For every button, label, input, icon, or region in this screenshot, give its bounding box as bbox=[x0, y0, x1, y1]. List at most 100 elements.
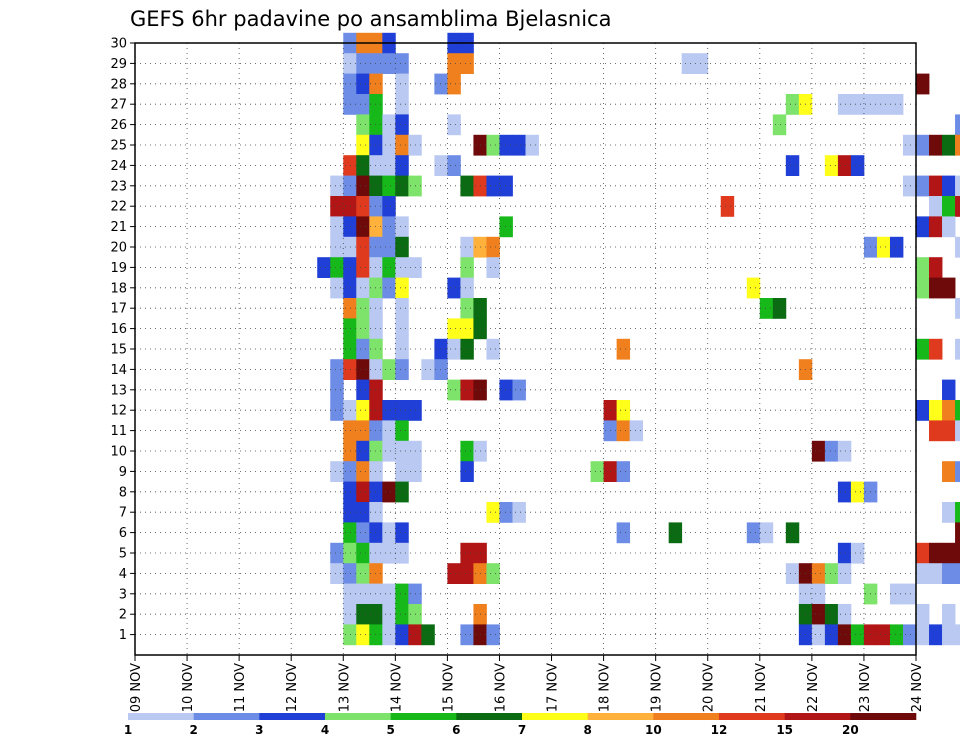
colorbar-swatch bbox=[390, 713, 457, 720]
heatmap-cell bbox=[369, 53, 383, 74]
heatmap-cell bbox=[447, 379, 461, 401]
heatmap-cell bbox=[343, 236, 357, 258]
heatmap-cell bbox=[343, 359, 357, 380]
heatmap-cell bbox=[343, 175, 357, 197]
heatmap-cell bbox=[395, 94, 409, 115]
heatmap-cell bbox=[590, 461, 604, 482]
heatmap-cell bbox=[955, 175, 960, 197]
heatmap-cell bbox=[330, 196, 344, 217]
colorbar-swatch bbox=[522, 713, 588, 720]
heatmap-cell bbox=[850, 624, 865, 646]
heatmap-cell bbox=[343, 604, 357, 625]
heatmap-cell bbox=[369, 542, 383, 564]
heatmap-cell bbox=[356, 257, 370, 278]
heatmap-cell bbox=[955, 134, 960, 156]
heatmap-cell bbox=[785, 563, 800, 584]
heatmap-cell bbox=[369, 216, 383, 238]
heatmap-cell bbox=[942, 563, 956, 584]
heatmap-cell bbox=[343, 53, 357, 74]
y-tick-label: 24 bbox=[110, 159, 127, 174]
y-tick-label: 29 bbox=[110, 57, 127, 72]
heatmap-cell bbox=[460, 277, 474, 299]
heatmap-cell bbox=[434, 155, 448, 176]
y-tick-label: 19 bbox=[110, 261, 127, 276]
heatmap-cell bbox=[382, 440, 396, 462]
heatmap-cell bbox=[486, 236, 500, 258]
heatmap-cell bbox=[916, 624, 930, 646]
heatmap-cell bbox=[837, 563, 852, 584]
heatmap-cell bbox=[916, 257, 930, 278]
heatmap-cell bbox=[343, 196, 357, 217]
heatmap-cell bbox=[382, 236, 396, 258]
colorbar-label: 4 bbox=[321, 723, 329, 737]
heatmap-cell bbox=[369, 318, 383, 340]
heatmap-cells bbox=[317, 32, 960, 646]
heatmap-cell bbox=[616, 400, 631, 421]
heatmap-cell bbox=[330, 563, 344, 584]
heatmap-cell bbox=[460, 440, 474, 462]
heatmap-cell bbox=[369, 114, 383, 136]
heatmap-cell bbox=[330, 277, 344, 299]
x-tick-label: 18 NOV bbox=[598, 663, 613, 712]
heatmap-cell bbox=[382, 481, 396, 503]
heatmap-cell bbox=[382, 359, 396, 380]
heatmap-cell bbox=[460, 298, 474, 319]
heatmap-cell bbox=[395, 216, 409, 238]
heatmap-cell bbox=[447, 318, 461, 340]
heatmap-cell bbox=[395, 338, 409, 360]
y-tick-label: 8 bbox=[119, 485, 127, 500]
heatmap-cell bbox=[837, 94, 852, 115]
heatmap-cell bbox=[317, 257, 331, 278]
heatmap-cell bbox=[929, 175, 943, 197]
heatmap-cell bbox=[395, 155, 409, 176]
heatmap-cell bbox=[916, 338, 930, 360]
heatmap-cell bbox=[916, 604, 930, 625]
heatmap-cell bbox=[512, 502, 526, 523]
heatmap-cell bbox=[512, 379, 526, 401]
colorbar-swatch bbox=[128, 713, 194, 720]
heatmap-cell bbox=[942, 420, 956, 442]
heatmap-cell bbox=[382, 134, 396, 156]
heatmap-cell bbox=[942, 277, 956, 299]
heatmap-cell bbox=[942, 216, 956, 238]
heatmap-cell bbox=[889, 624, 904, 646]
heatmap-cell bbox=[356, 481, 370, 503]
heatmap-cell bbox=[460, 236, 474, 258]
heatmap-cell bbox=[525, 134, 539, 156]
heatmap-cell bbox=[694, 53, 709, 74]
heatmap-cell bbox=[486, 175, 500, 197]
y-tick-label: 30 bbox=[110, 37, 127, 52]
heatmap-cell bbox=[356, 420, 370, 442]
heatmap-cell bbox=[369, 277, 383, 299]
heatmap-cell bbox=[356, 624, 370, 646]
heatmap-cell bbox=[343, 318, 357, 340]
heatmap-cell bbox=[955, 114, 960, 136]
heatmap-cell bbox=[356, 359, 370, 380]
heatmap-cell bbox=[369, 502, 383, 523]
y-tick-label: 7 bbox=[119, 506, 127, 521]
heatmap-cell bbox=[382, 53, 396, 74]
heatmap-cell bbox=[942, 542, 956, 564]
heatmap-cell bbox=[811, 563, 826, 584]
chart-title: GEFS 6hr padavine po ansamblima Bjelasni… bbox=[130, 7, 611, 31]
heatmap-cell bbox=[356, 298, 370, 319]
heatmap-cell bbox=[382, 196, 396, 217]
heatmap-cell bbox=[343, 277, 357, 299]
dotted-grid bbox=[135, 42, 916, 655]
heatmap-cell bbox=[837, 481, 852, 503]
heatmap-cell bbox=[356, 155, 370, 176]
y-tick-label: 5 bbox=[119, 547, 127, 562]
heatmap-cell bbox=[369, 400, 383, 421]
y-tick-label: 11 bbox=[110, 424, 127, 439]
heatmap-cell bbox=[382, 542, 396, 564]
heatmap-cell bbox=[486, 257, 500, 278]
heatmap-cell bbox=[369, 481, 383, 503]
heatmap-cell bbox=[942, 502, 956, 523]
heatmap-cell bbox=[330, 257, 344, 278]
heatmap-cell bbox=[395, 73, 409, 95]
heatmap-cell bbox=[395, 522, 409, 544]
y-tick-label: 27 bbox=[110, 98, 127, 113]
colorbar-swatch bbox=[259, 713, 326, 720]
y-tick-label: 14 bbox=[110, 363, 127, 378]
